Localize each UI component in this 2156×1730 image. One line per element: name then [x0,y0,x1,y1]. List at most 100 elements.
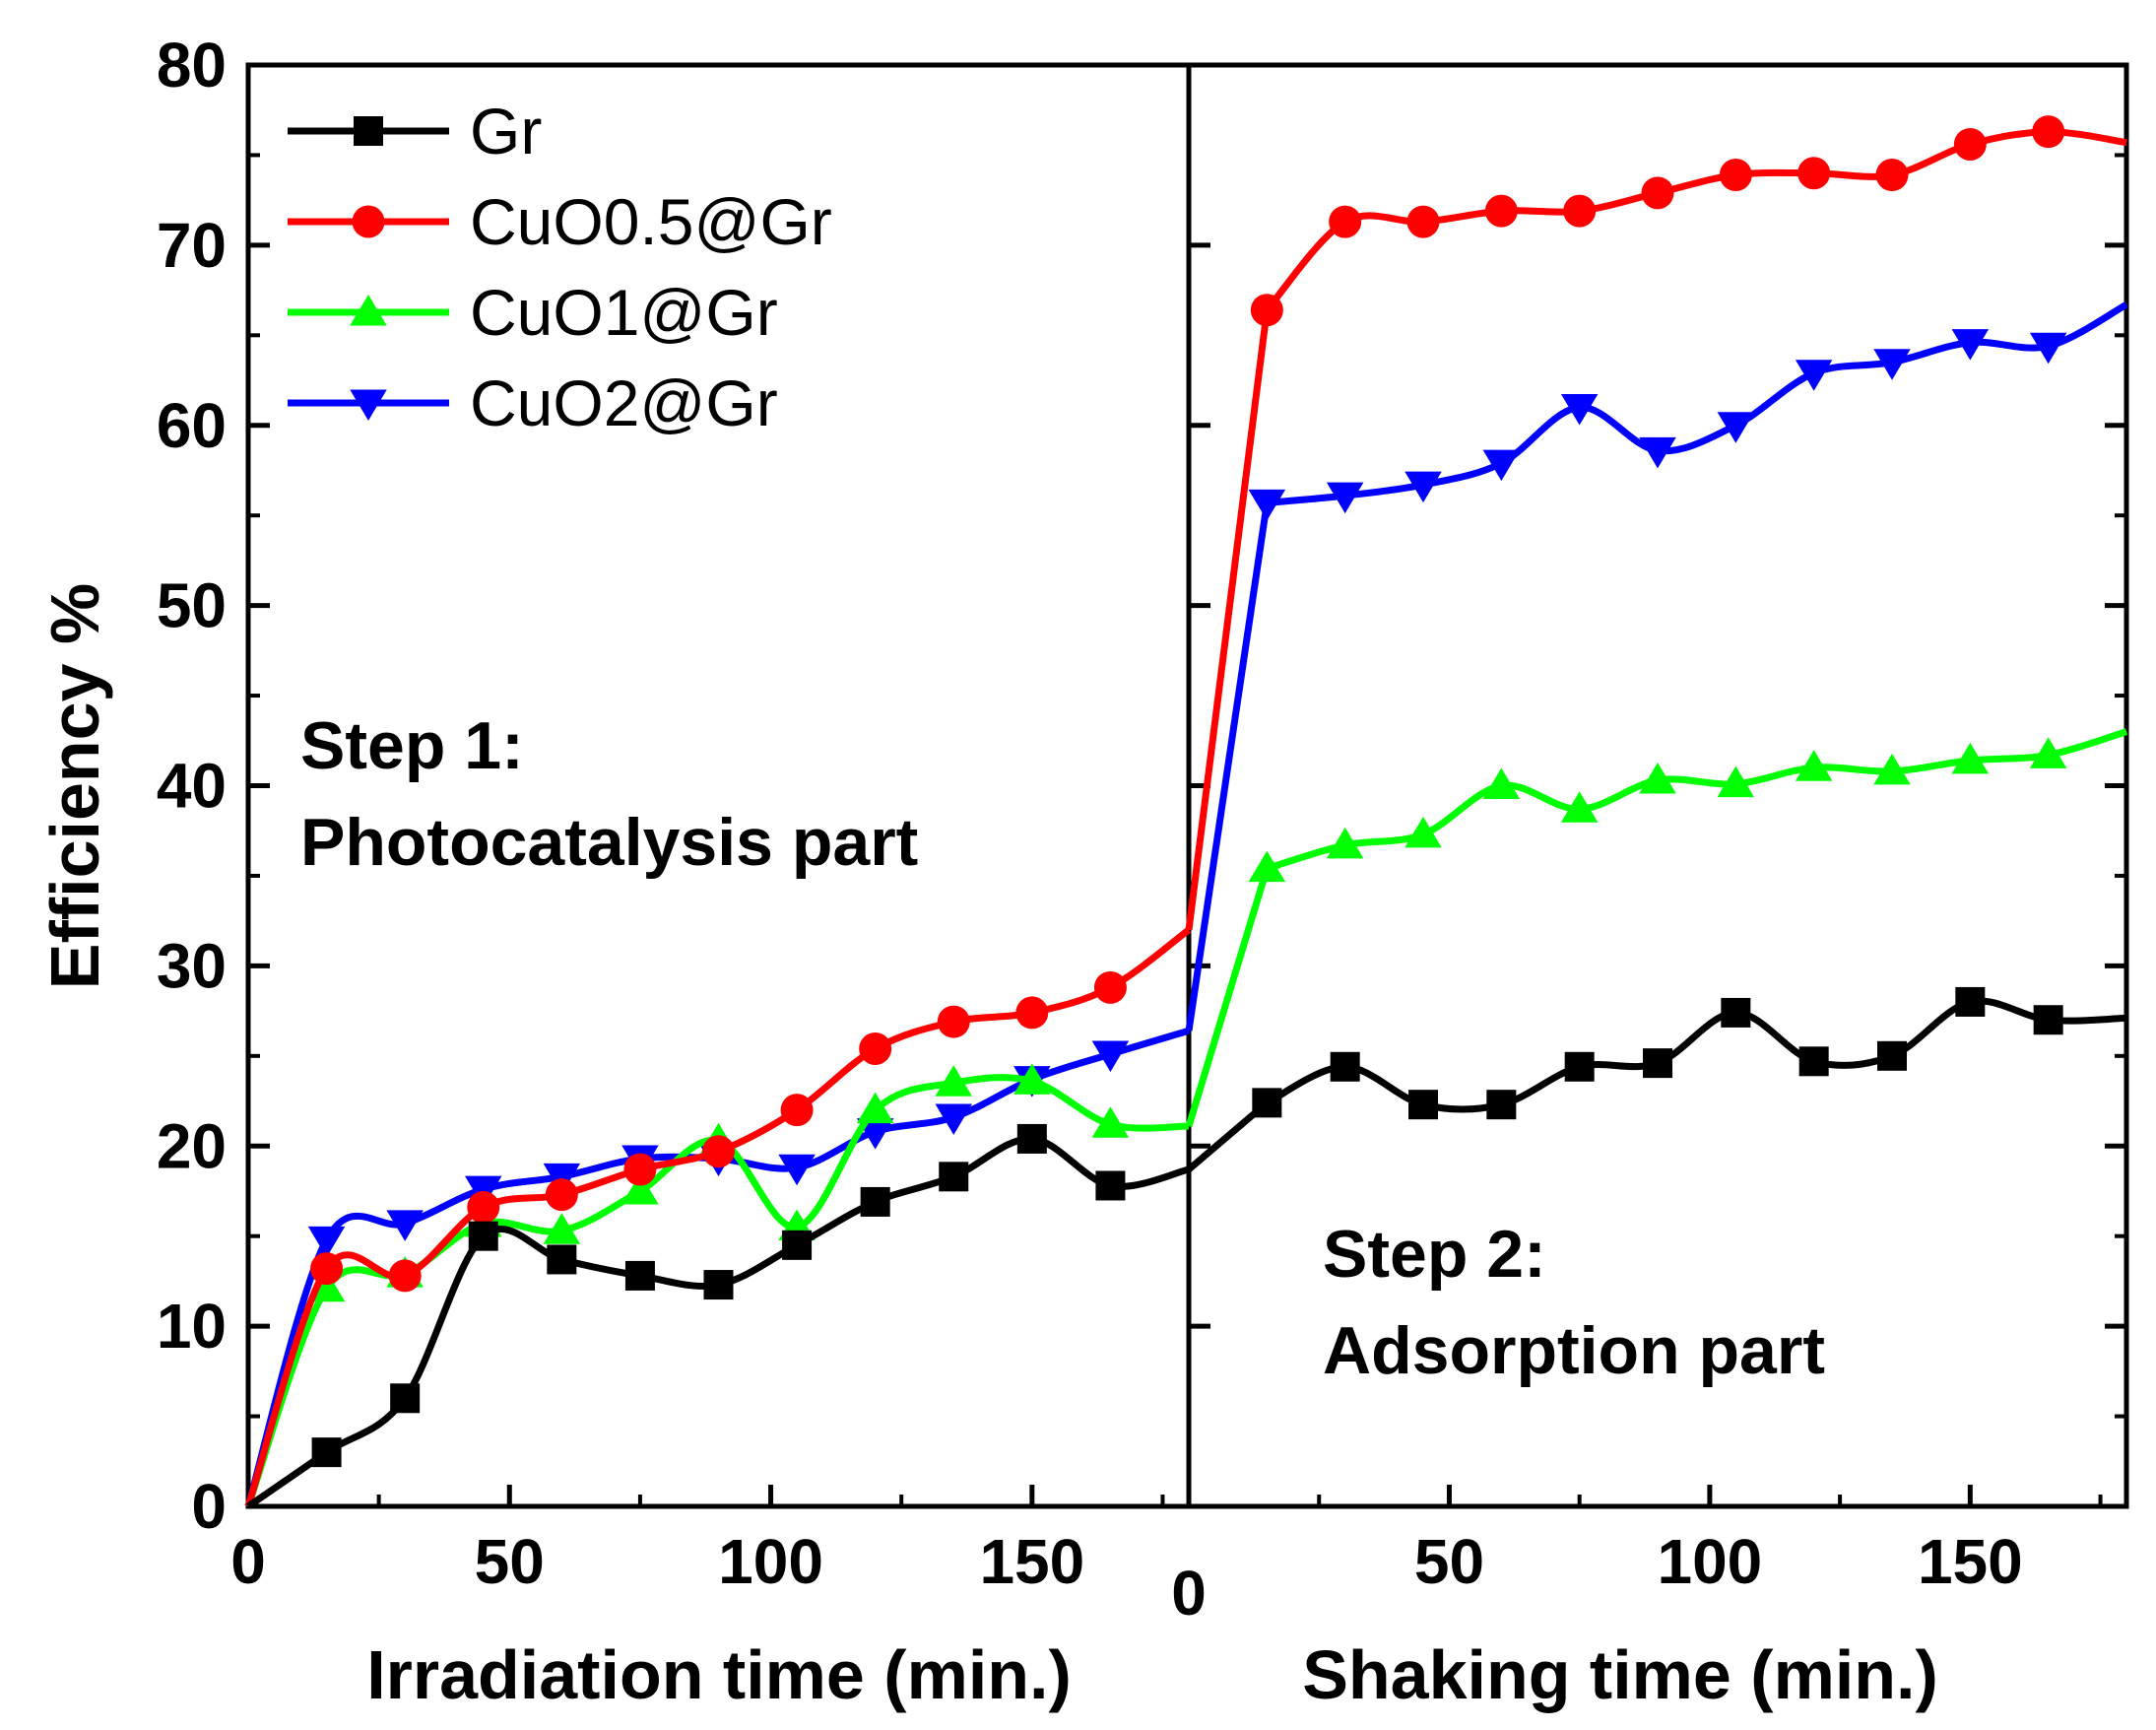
point-gr-shaking [1955,986,1986,1017]
x-tick-label-p0-0: 0 [230,1526,266,1597]
line-gr-shaking [1265,997,2127,1113]
point-cuo2-gr-shaking [1795,360,1833,391]
point-cuo1-gr-shaking [2029,737,2067,768]
y-tick-label-30: 30 [157,930,227,1001]
point-cuo2-gr-shaking [1951,329,1990,361]
point-cuo0-5-gr-shaking [2032,115,2065,149]
x-axis-label-irradiation: Irradiation time (min.) [366,1636,1072,1713]
x-tick-label-p1-0: 0 [1171,1558,1207,1629]
point-cuo2-gr-irradiation [778,1154,816,1186]
point-gr-shaking [1798,1046,1829,1077]
point-cuo1-gr-shaking [1873,753,1911,785]
line-cuo2-gr-shaking [1266,301,2128,506]
x-tick-label-p1-150: 150 [1918,1526,2023,1597]
point-cuo2-gr-shaking [1405,471,1442,503]
point-gr-shaking [1643,1048,1672,1079]
point-cuo1-gr-irradiation [1013,1063,1051,1095]
x-tick-label-p1-50: 50 [1414,1526,1484,1597]
series-cuo0-5-gr [244,115,2127,1508]
x-tick-label-p1-100: 100 [1657,1526,1762,1597]
legend-entry-gr: Gr [288,95,542,167]
y-tick-label-0: 0 [191,1471,227,1542]
point-cuo0-5-gr-irradiation [937,1005,970,1038]
point-cuo1-gr-shaking [1326,827,1364,859]
legend-label-cuo0-5-gr: CuO0.5@Gr [470,185,832,258]
point-gr-irradiation [468,1221,498,1251]
x-tick-label-p0-100: 100 [718,1526,823,1597]
point-cuo1-gr-irradiation [856,1092,894,1124]
step2-subtitle: Adsorption part [1323,1313,1825,1388]
point-gr-shaking [1330,1051,1360,1082]
point-gr-irradiation [860,1186,890,1217]
point-cuo2-gr-shaking [1717,412,1755,443]
y-tick-label-60: 60 [157,390,227,461]
line-cuo1-gr-shaking [1266,728,2128,872]
point-gr-shaking [1877,1040,1907,1071]
legend-label-cuo1-gr: CuO1@Gr [470,276,778,349]
x-tick-label-p0-150: 150 [979,1526,1084,1597]
point-cuo1-gr-irradiation [1091,1106,1130,1138]
point-cuo2-gr-shaking [1326,482,1364,514]
point-gr-shaking [1408,1090,1438,1120]
legend-label-cuo2-gr: CuO2@Gr [470,366,778,439]
point-gr-irradiation [1095,1170,1126,1201]
point-cuo1-gr-shaking [1717,765,1755,798]
point-cuo0-5-gr-shaking [1250,294,1283,327]
point-cuo0-5-gr-irradiation [545,1178,578,1212]
legend-marker-gr [354,116,383,146]
point-cuo1-gr-shaking [1560,791,1599,823]
point-cuo0-5-gr-shaking [1875,159,1909,192]
legend-marker-cuo1-gr [350,295,387,326]
point-cuo0-5-gr-irradiation [388,1259,422,1293]
point-cuo0-5-gr-irradiation [859,1031,892,1065]
point-cuo2-gr-irradiation [1091,1040,1130,1072]
point-cuo0-5-gr-irradiation [1015,996,1049,1030]
line-cuo0-5-gr-shaking [1264,128,2127,313]
y-tick-label-10: 10 [157,1291,227,1362]
point-cuo1-gr-shaking [1795,750,1833,781]
point-cuo0-5-gr-irradiation [467,1190,500,1224]
point-cuo2-gr-shaking [1873,349,1911,380]
point-gr-irradiation [1016,1123,1047,1154]
text-layer: Efficiency % Irradiation time (min.) Sha… [36,583,1938,1713]
point-cuo2-gr-shaking [2029,332,2067,365]
x-axis-label-shaking: Shaking time (min.) [1302,1636,1938,1713]
point-cuo0-5-gr-shaking [1797,157,1831,190]
y-tick-label-70: 70 [157,210,227,281]
line-cuo2-gr-irradiation [244,1027,1191,1507]
line-gr-irradiation [246,1135,1190,1509]
series-layer [244,115,2128,1509]
point-cuo0-5-gr-irradiation [1093,970,1127,1004]
point-gr-shaking [2033,1005,2063,1035]
point-cuo0-5-gr-irradiation [623,1153,657,1186]
point-cuo0-5-gr-irradiation [310,1252,344,1286]
x-tick-label-p0-50: 50 [475,1526,545,1597]
point-cuo2-gr-shaking [1639,436,1676,469]
point-cuo0-5-gr-shaking [1484,194,1518,228]
point-cuo2-gr-shaking [1560,393,1599,426]
point-cuo1-gr-shaking [1639,763,1676,794]
legend-label-gr: Gr [470,95,542,167]
point-cuo1-gr-irradiation [621,1172,659,1205]
point-gr-irradiation [547,1244,577,1275]
point-gr-shaking [1721,997,1751,1028]
point-gr-irradiation [390,1383,421,1414]
point-cuo2-gr-irradiation [935,1103,972,1135]
point-cuo2-gr-irradiation [386,1210,424,1241]
y-axis-label: Efficiency % [36,583,113,989]
step1-subtitle: Photocatalysis part [300,805,918,880]
line-cuo0-5-gr-transition [1185,309,1271,931]
step2-title: Step 2: [1323,1217,1546,1292]
point-gr-irradiation [782,1230,813,1260]
legend-entry-cuo2-gr: CuO2@Gr [288,366,778,439]
point-cuo1-gr-shaking [1951,742,1990,774]
point-cuo0-5-gr-shaking [1953,127,1987,161]
point-cuo1-gr-irradiation [935,1065,972,1097]
point-cuo1-gr-irradiation [543,1213,581,1244]
point-cuo0-5-gr-shaking [1406,205,1440,238]
point-cuo0-5-gr-irradiation [702,1135,735,1168]
legend-entry-cuo0-5-gr: CuO0.5@Gr [288,185,832,258]
line-cuo1-gr-transition [1185,867,1271,1128]
point-gr-irradiation [703,1270,734,1300]
point-cuo1-gr-shaking [1482,767,1521,799]
